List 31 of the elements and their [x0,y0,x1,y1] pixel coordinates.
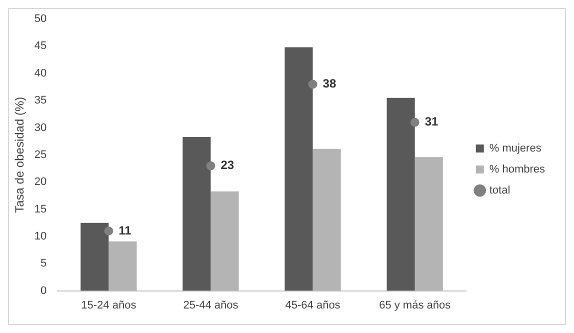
point [308,80,318,89]
y-tick-label: 0 [40,284,47,297]
data-label: 38 [322,76,336,91]
x-tick-label: 65 y más años [379,299,452,312]
point [104,226,114,236]
y-tick-label: 50 [34,13,47,26]
y-tick-label: 5 [40,258,47,270]
x-tick-label: 15-24 años [81,299,137,312]
x-tick-label: 25-44 años [183,299,239,312]
y-tick-label: 30 [34,122,47,134]
bar [386,98,415,291]
bar [284,47,313,291]
x-tick-label: 45-64 años [285,299,341,312]
y-tick-label: 45 [34,40,47,52]
y-axis-title: Tasa de obesidad (%) [12,96,27,213]
data-label: 23 [220,158,234,172]
y-tick-label: 25 [34,148,47,161]
data-label: 31 [424,114,439,129]
y-tick-label: 15 [34,203,47,216]
y-tick-label: 40 [34,67,47,80]
legend-label: % mujeres [489,142,542,155]
point [410,118,420,127]
y-tick-label: 35 [34,94,47,107]
bar [80,222,109,291]
legend-label: % hombres [489,164,546,176]
data-label: 11 [118,223,132,238]
legend-label: total [489,184,510,197]
bar [182,136,211,291]
y-tick-label: 20 [34,176,47,188]
y-tick-label: 10 [34,230,47,242]
point [206,161,216,170]
